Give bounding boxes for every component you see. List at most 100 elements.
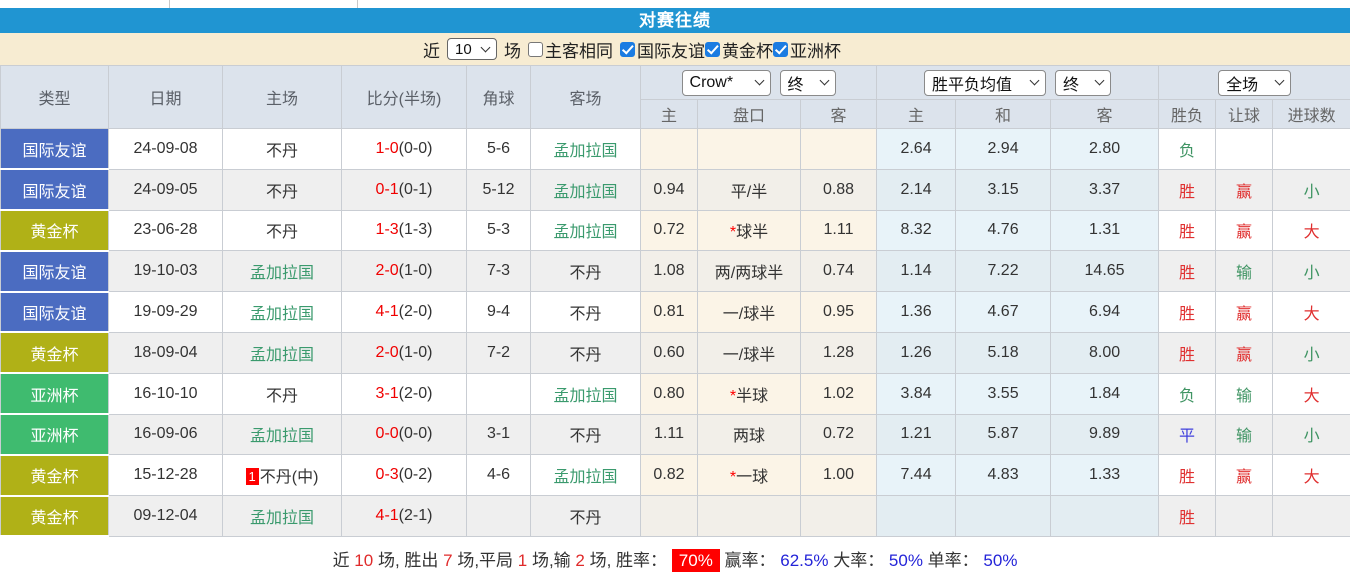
avg-away-cell xyxy=(1051,496,1159,537)
home-team-name: 孟加拉国 xyxy=(250,510,314,527)
goals-result-cell: 小 xyxy=(1273,332,1350,373)
competition-checkbox[interactable] xyxy=(620,42,635,57)
summary-part: 场,平局 xyxy=(453,551,518,570)
same-venue-label[interactable]: 主客相同 xyxy=(545,37,613,62)
handicap-line-cell: *球半 xyxy=(698,210,801,251)
summary-part: 70% xyxy=(672,549,720,572)
avg-type-select[interactable]: 胜平负均值 xyxy=(924,70,1046,96)
half-time-score: (1-3) xyxy=(399,221,433,238)
avg-away-cell: 2.80 xyxy=(1051,129,1159,170)
outcome-cell: 平 xyxy=(1159,414,1216,455)
handicap-away-header: 客 xyxy=(801,100,877,129)
away-team-cell: 孟加拉国 xyxy=(531,169,641,210)
score-cell: 0-1(0-1) xyxy=(342,169,467,210)
handicap-away-odds-cell: 1.00 xyxy=(801,455,877,496)
summary-part: 大率： xyxy=(828,551,888,570)
competition-filter[interactable]: 黄金杯 xyxy=(705,37,773,62)
competition-filter[interactable]: 国际友谊 xyxy=(620,37,705,62)
summary-part: 7 xyxy=(443,551,452,570)
summary-part: 50% xyxy=(889,551,923,570)
corners-cell: 7-3 xyxy=(467,251,531,292)
handicap-line-cell xyxy=(698,129,801,170)
handicap-home-odds-cell: 0.80 xyxy=(641,373,698,414)
away-team-name: 孟加拉国 xyxy=(553,184,617,201)
avg-draw-cell: 4.76 xyxy=(956,210,1051,251)
score-cell: 2-0(1-0) xyxy=(342,251,467,292)
handicap-result-cell: 输 xyxy=(1216,414,1273,455)
away-team-cell: 孟加拉国 xyxy=(531,455,641,496)
home-team-cell: 不丹 xyxy=(223,210,342,251)
away-team-name: 不丹 xyxy=(569,306,601,323)
top-strip xyxy=(0,0,1350,8)
full-time-score: 4-1 xyxy=(376,507,399,524)
away-team-cell: 不丹 xyxy=(531,414,641,455)
home-team-name: 不丹 xyxy=(266,143,298,160)
handicap-away-odds-cell: 0.72 xyxy=(801,414,877,455)
half-time-score: (1-0) xyxy=(399,344,433,361)
goals-header: 进球数 xyxy=(1273,100,1350,129)
same-venue-filter[interactable]: 主客相同 xyxy=(528,37,613,62)
corners-cell xyxy=(467,373,531,414)
handicap-home-odds-cell: 0.94 xyxy=(641,169,698,210)
avg-time-select[interactable]: 终 xyxy=(1055,70,1111,96)
summary-line: 近 10 场, 胜出 7 场,平局 1 场,输 2 场, 胜率： 70% 赢率：… xyxy=(0,537,1350,577)
date-cell: 15-12-28 xyxy=(109,455,223,496)
full-time-score: 2-0 xyxy=(376,262,399,279)
avg-away-cell: 1.33 xyxy=(1051,455,1159,496)
handicap-home-odds-cell: 1.08 xyxy=(641,251,698,292)
handicap-home-odds-cell: 1.11 xyxy=(641,414,698,455)
summary-part: 场, 胜率： xyxy=(585,551,672,570)
handicap-away-odds-cell xyxy=(801,129,877,170)
handicap-away-odds-cell: 0.74 xyxy=(801,251,877,292)
full-time-score: 0-0 xyxy=(376,425,399,442)
competition-checkbox[interactable] xyxy=(705,42,720,57)
corners-cell: 9-4 xyxy=(467,292,531,333)
handicap-star: * xyxy=(730,469,736,486)
avg-away-cell: 9.89 xyxy=(1051,414,1159,455)
odds-source-select[interactable]: Crow* xyxy=(682,70,771,96)
competition-label[interactable]: 亚洲杯 xyxy=(790,37,841,62)
handicap-result-cell xyxy=(1216,129,1273,170)
handicap-result-cell xyxy=(1216,496,1273,537)
half-time-score: (0-2) xyxy=(399,466,433,483)
panel-title: 对赛往绩 xyxy=(639,11,711,30)
scope-select[interactable]: 全场 xyxy=(1218,70,1291,96)
away-team-name: 不丹 xyxy=(569,347,601,364)
avg-home-cell xyxy=(877,496,956,537)
home-team-cell: 孟加拉国 xyxy=(223,251,342,292)
handicap-home-odds-cell xyxy=(641,129,698,170)
goals-result-cell: 大 xyxy=(1273,210,1350,251)
date-cell: 09-12-04 xyxy=(109,496,223,537)
score-cell: 0-0(0-0) xyxy=(342,414,467,455)
handicap-line-header: 盘口 xyxy=(698,100,801,129)
home-team-name: 孟加拉国 xyxy=(250,347,314,364)
date-cell: 16-09-06 xyxy=(109,414,223,455)
full-time-score: 0-3 xyxy=(376,466,399,483)
avg-home-cell: 1.14 xyxy=(877,251,956,292)
competition-checkbox[interactable] xyxy=(773,42,788,57)
match-count-select[interactable]: 10 xyxy=(447,38,497,60)
competition-label[interactable]: 黄金杯 xyxy=(722,37,773,62)
odds-time-select[interactable]: 终 xyxy=(780,70,836,96)
home-team-name: 孟加拉国 xyxy=(250,306,314,323)
competition-filter[interactable]: 亚洲杯 xyxy=(773,37,841,62)
score-cell: 1-0(0-0) xyxy=(342,129,467,170)
col-header-corners: 角球 xyxy=(467,66,531,129)
handicap-result-cell: 赢 xyxy=(1216,210,1273,251)
competition-label[interactable]: 国际友谊 xyxy=(637,37,705,62)
outcome-cell: 胜 xyxy=(1159,292,1216,333)
avg-home-cell: 1.21 xyxy=(877,414,956,455)
same-venue-checkbox[interactable] xyxy=(528,42,543,57)
head-to-head-table: 类型 日期 主场 比分(半场) 角球 客场 Crow* 终 xyxy=(0,65,1350,537)
away-team-name: 孟加拉国 xyxy=(553,469,617,486)
date-cell: 19-09-29 xyxy=(109,292,223,333)
top-strip-tick xyxy=(169,0,170,8)
handicap-line-cell: 两球 xyxy=(698,414,801,455)
goals-result-cell xyxy=(1273,129,1350,170)
home-team-cell: 不丹 xyxy=(223,373,342,414)
goals-result-cell: 小 xyxy=(1273,251,1350,292)
